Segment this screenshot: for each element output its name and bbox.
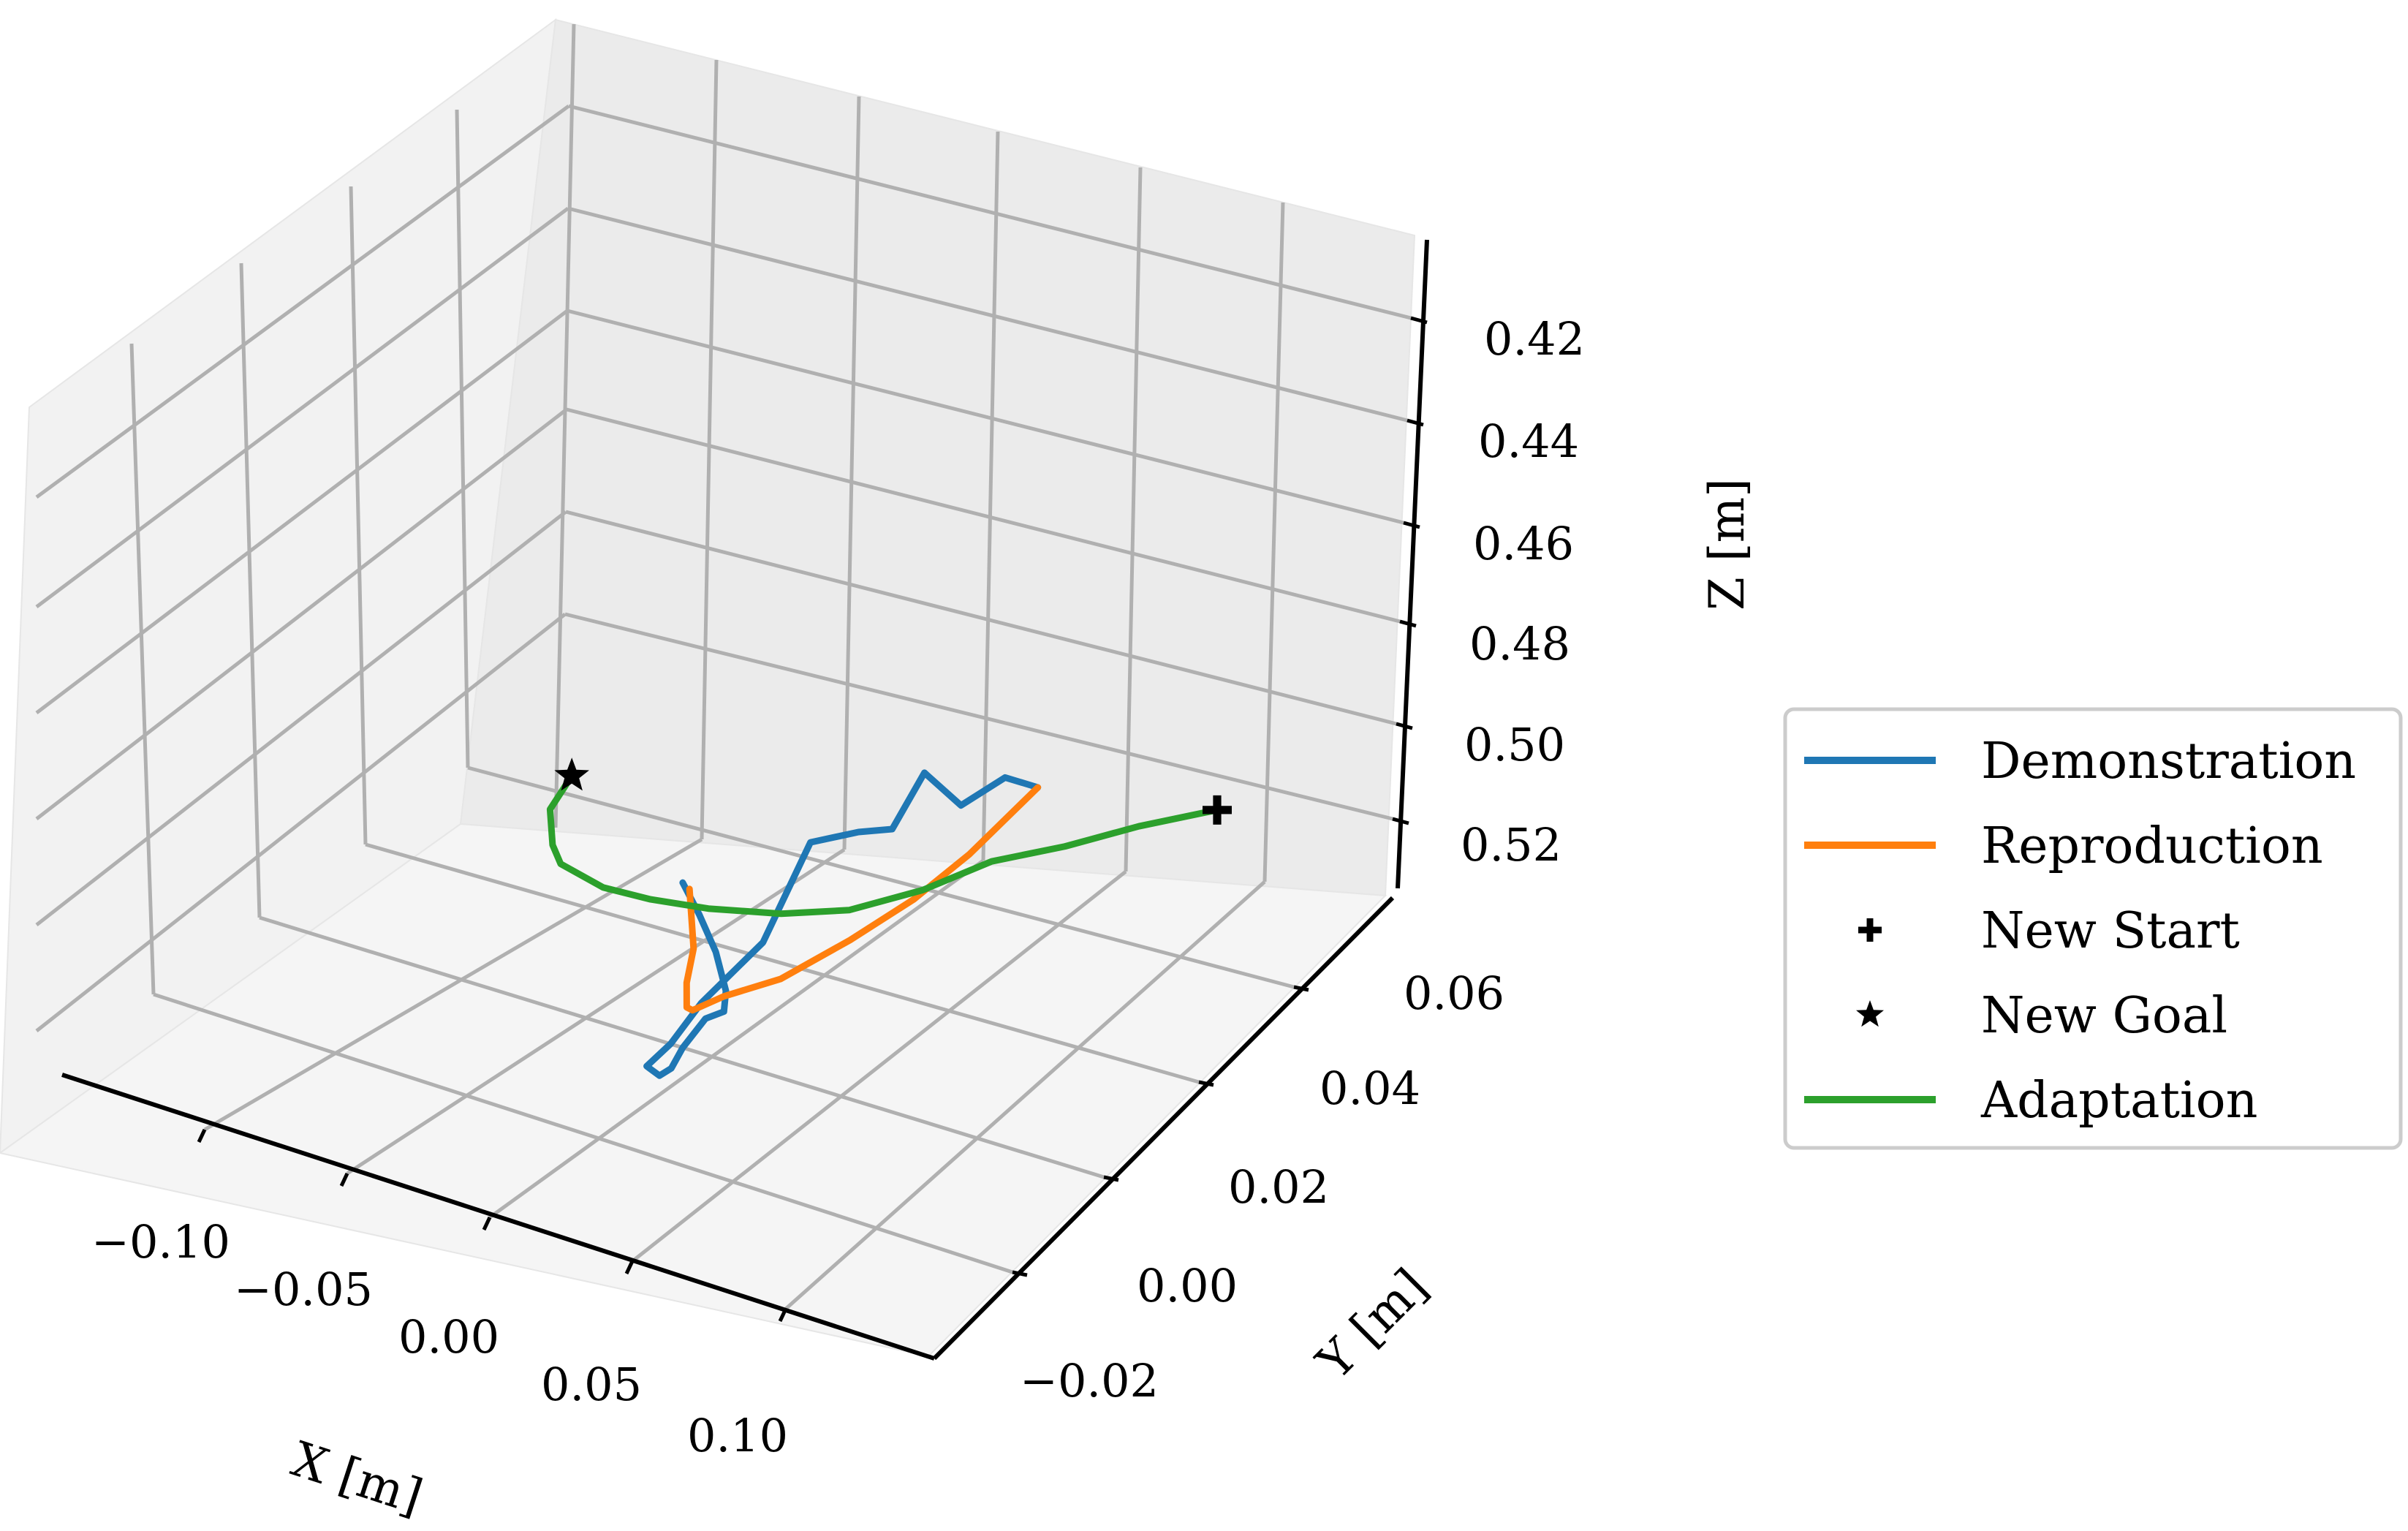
marker-new-goal [554, 757, 589, 791]
x-tick [339, 1172, 349, 1187]
x-axis-line [61, 1073, 935, 1361]
x-axis-title: X [m] [285, 1431, 429, 1525]
legend-label: Demonstration [1981, 733, 2356, 790]
legend-label: Reproduction [1981, 817, 2323, 875]
legend-label: New Start [1981, 902, 2240, 960]
x-tick-label: −0.10 [91, 1215, 230, 1269]
z-tick [1396, 722, 1413, 730]
grid-line [568, 104, 1412, 320]
y-axis-title: Y [m] [1306, 1258, 1438, 1391]
y-tick-label: 0.00 [1137, 1259, 1238, 1312]
grid-line [564, 612, 1393, 821]
x-tick [197, 1128, 207, 1143]
plus-marker-bar [1213, 795, 1222, 825]
x-tick-label: 0.05 [541, 1358, 642, 1411]
legend-label: Adaptation [1980, 1072, 2257, 1130]
grid-line [153, 992, 1013, 1274]
y-tick [1293, 985, 1309, 992]
y-axis-line [932, 896, 1395, 1361]
grid-line [35, 309, 569, 714]
grid-line [346, 847, 846, 1176]
axis-ticks [197, 316, 1428, 1323]
legend-frame [1783, 707, 2403, 1150]
grid-line [842, 96, 861, 850]
y-tick-label: 0.02 [1228, 1160, 1329, 1214]
legend-swatch [1858, 918, 1882, 942]
x-tick-label: 0.10 [687, 1409, 788, 1462]
grid-line [488, 858, 985, 1220]
tick-labels: −0.10 −0.05 0.00 0.05 0.10 −0.02 0.00 0.… [91, 312, 1585, 1462]
back-pane [459, 18, 1416, 897]
z-tick [1410, 316, 1428, 325]
plus-marker-bar [1866, 918, 1874, 942]
z-tick-label: 0.48 [1469, 617, 1570, 670]
y-tick-label: 0.06 [1404, 967, 1504, 1020]
legend: Demonstration Reproduction New Start New Go… [1783, 707, 2403, 1150]
grid-line [566, 407, 1401, 624]
axes-panes [0, 18, 1416, 1358]
grid-line [35, 104, 570, 499]
grid-line [239, 262, 262, 918]
x-tick-label: 0.00 [398, 1310, 499, 1364]
grid-line [349, 186, 368, 845]
x-tick-label: −0.05 [234, 1263, 373, 1316]
z-tick-label: 0.46 [1473, 517, 1574, 570]
z-tick-label: 0.52 [1461, 818, 1561, 872]
grid-line [35, 510, 567, 926]
y-tick-label: 0.04 [1320, 1062, 1420, 1115]
legend-label: New Goal [1981, 987, 2227, 1045]
x-tick [482, 1216, 492, 1231]
grid-line [565, 510, 1397, 726]
y-tick [1012, 1270, 1028, 1277]
grid-line [631, 870, 1127, 1263]
z-tick [1403, 521, 1420, 529]
z-tick-label: 0.50 [1464, 718, 1565, 771]
z-tick-label: 0.42 [1484, 312, 1585, 366]
y-tick [1103, 1175, 1119, 1182]
grid-line [129, 343, 156, 995]
z-tick [1392, 817, 1409, 825]
grid-line [700, 59, 719, 840]
y-tick-label: −0.02 [1020, 1354, 1159, 1407]
y-tick [1198, 1080, 1214, 1087]
grid-line [203, 837, 703, 1132]
grid-line [35, 206, 569, 609]
grid-line [553, 23, 576, 828]
grid-line [567, 206, 1408, 423]
legend-swatch [1856, 1000, 1884, 1027]
grid-line [35, 613, 567, 1032]
grid-line [1262, 202, 1285, 882]
series-layer [546, 757, 1232, 1079]
z-tick-label: 0.44 [1478, 415, 1579, 468]
marker-new-start [1203, 795, 1232, 825]
grid-line [365, 842, 1200, 1084]
x-tick [624, 1260, 635, 1275]
grid-lines [35, 23, 1412, 1310]
grid-line [567, 309, 1404, 525]
legend-items: Demonstration Reproduction New Start New Go… [1804, 733, 2356, 1130]
grid-line [455, 109, 470, 768]
grid-line [467, 765, 1295, 989]
axis-spines [61, 239, 1429, 1361]
grid-line [981, 131, 1000, 861]
z-axis-line [1396, 239, 1429, 889]
z-tick [1406, 418, 1424, 427]
grid-line [784, 880, 1266, 1310]
x-tick [778, 1307, 788, 1323]
grid-line [35, 408, 568, 820]
z-tick [1399, 619, 1417, 628]
z-axis-title: Z [m] [1699, 478, 1755, 610]
series-line-adaptation [546, 772, 1221, 918]
